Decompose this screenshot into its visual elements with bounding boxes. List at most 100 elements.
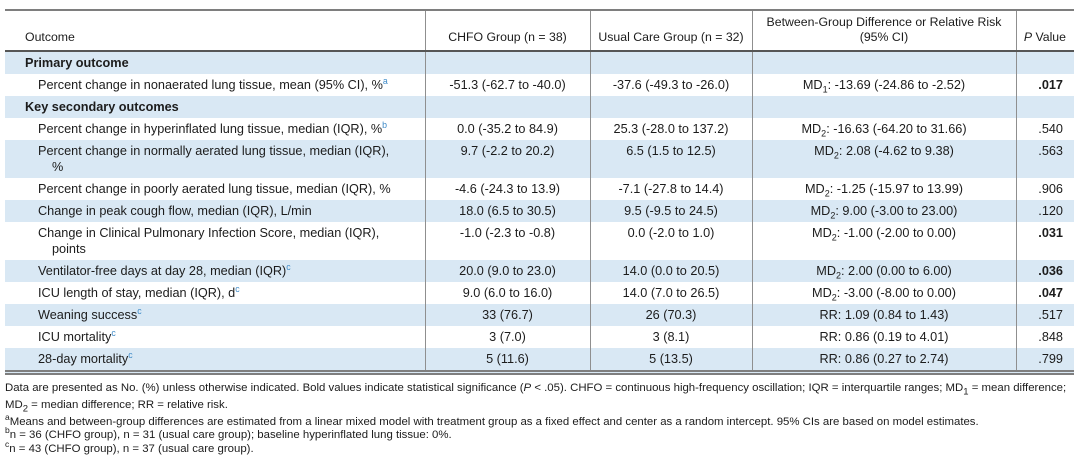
p-value-label: Value [1032, 29, 1066, 44]
table-header: Outcome CHFO Group (n = 38) Usual Care G… [5, 10, 1074, 52]
outcome-label: 28-day mortalityc [38, 350, 421, 367]
footnote-text: P [523, 382, 532, 394]
usual-care-cell: 9.5 (-9.5 to 24.5) [589, 200, 752, 222]
difference-stat-label: MD [804, 182, 825, 196]
p-value-cell: .517 [1015, 304, 1074, 326]
footnote-letter: c [5, 439, 10, 450]
outcome-cell: ICU length of stay, median (IQR), dc [5, 282, 425, 304]
footnote-marker: a [382, 75, 388, 86]
footnote-letter: b [5, 425, 10, 436]
difference-stat-label: MD [814, 144, 834, 158]
outcome-label: ICU length of stay, median (IQR), dc [38, 283, 421, 301]
chfo-cell: -4.6 (-24.3 to 13.9) [424, 178, 590, 200]
footnote-marker: c [235, 283, 240, 294]
difference-cell: MD2: -3.00 (-8.00 to 0.00) [751, 282, 1016, 304]
table-row: Percent change in normally aerated lung … [5, 140, 1074, 178]
outcome-label-text: Primary outcome [25, 56, 129, 70]
footnote-marker: c [286, 261, 291, 272]
column-header-between-group-difference: Between-Group Difference or Relative Ris… [751, 10, 1016, 52]
p-italic: P [1023, 29, 1033, 44]
p-value-cell: .540 [1015, 118, 1074, 140]
footnote-marker: c [137, 305, 142, 316]
difference-stat-label: RR [819, 330, 838, 344]
outcome-cell: Weaning successc [5, 304, 425, 326]
outcome-label-text: Ventilator-free days at day 28, median (… [38, 264, 287, 278]
p-value-cell: .047 [1015, 282, 1074, 304]
table-row: Ventilator-free days at day 28, median (… [5, 260, 1074, 282]
outcome-cell: 28-day mortalityc [5, 348, 425, 373]
table-row: Percent change in nonaerated lung tissue… [5, 74, 1074, 96]
chfo-cell: 9.7 (-2.2 to 20.2) [424, 140, 590, 178]
p-value-cell [1015, 96, 1074, 118]
diff-header-line2: (95% CI) [859, 29, 909, 44]
chfo-cell: -1.0 (-2.3 to -0.8) [424, 222, 590, 260]
table-row: Change in peak cough flow, median (IQR),… [5, 200, 1074, 222]
usual-care-cell: 14.0 (7.0 to 26.5) [589, 282, 752, 304]
outcome-cell: ICU mortalityc [5, 326, 425, 348]
difference-stat-label: MD [802, 78, 823, 92]
usual-care-cell: 6.5 (1.5 to 12.5) [589, 140, 752, 178]
table-row: Percent change in poorly aerated lung ti… [5, 178, 1074, 200]
usual-care-cell: 3 (8.1) [589, 326, 752, 348]
footnote-marker: b [382, 119, 388, 130]
difference-stat-label: MD [812, 226, 832, 240]
outcome-cell: Percent change in normally aerated lung … [5, 140, 425, 178]
outcome-cell: Percent change in nonaerated lung tissue… [5, 74, 425, 96]
footnote-text: n = 43 (CHFO group), n = 37 (usual care … [9, 442, 254, 455]
outcome-label: Change in Clinical Pulmonary Infection S… [38, 225, 421, 241]
outcome-cell: Change in Clinical Pulmonary Infection S… [5, 222, 425, 260]
outcome-cell: Primary outcome [5, 51, 425, 74]
difference-cell: RR: 0.86 (0.19 to 4.01) [751, 326, 1016, 348]
footnote: bn = 36 (CHFO group), n = 31 (usual care… [5, 425, 1074, 443]
difference-value: : -16.63 (-64.20 to 31.66) [826, 122, 967, 136]
outcome-label-text: 28-day mortality [38, 352, 129, 366]
difference-cell: MD1: -13.69 (-24.86 to -2.52) [751, 74, 1016, 96]
difference-cell [751, 51, 1016, 74]
footnote-text: Means and between-group differences are … [9, 415, 979, 428]
outcome-label: ICU mortalityc [38, 328, 421, 345]
difference-stat-label: MD [810, 204, 831, 218]
usual-care-cell [589, 51, 752, 74]
difference-stat-label: RR [819, 308, 838, 322]
difference-stat-subscript: 1 [822, 84, 828, 95]
chfo-cell: 3 (7.0) [424, 326, 590, 348]
difference-cell: MD2: 2.00 (0.00 to 6.00) [751, 260, 1016, 282]
difference-value: : 0.86 (0.19 to 4.01) [837, 330, 949, 344]
table-row: ICU mortalityc 3 (7.0) 3 (8.1) RR: 0.86 (0.… [5, 326, 1074, 348]
outcome-label-text: Percent change in poorly aerated lung ti… [38, 182, 391, 196]
difference-cell: MD2: 9.00 (-3.00 to 23.00) [751, 200, 1016, 222]
difference-cell: MD2: -16.63 (-64.20 to 31.66) [751, 118, 1016, 140]
chfo-cell: 33 (76.7) [424, 304, 590, 326]
outcome-label-text: Percent change in normally aerated lung … [38, 144, 390, 158]
footnote: aMeans and between-group differences are… [5, 413, 1074, 430]
usual-care-cell [589, 96, 752, 118]
diff-header-line1: Between-Group Difference or Relative Ris… [766, 15, 1002, 29]
difference-cell: MD2: 2.08 (-4.62 to 9.38) [751, 140, 1016, 178]
difference-cell: MD2: -1.00 (-2.00 to 0.00) [751, 222, 1016, 260]
outcomes-table: Outcome CHFO Group (n = 38) Usual Care G… [5, 9, 1074, 375]
outcome-label: Percent change in poorly aerated lung ti… [38, 181, 421, 197]
p-value-cell: .031 [1015, 222, 1074, 260]
footnote-text: 1 [963, 386, 969, 398]
footnote-text: 2 [22, 403, 29, 415]
chfo-cell: 0.0 (-35.2 to 84.9) [424, 118, 590, 140]
table-row: Key secondary outcomes [5, 96, 1074, 118]
difference-value: : 2.00 (0.00 to 6.00) [841, 264, 952, 278]
p-value-cell: .017 [1015, 74, 1074, 96]
footnote: Data are presented as No. (%) unless oth… [5, 382, 1074, 416]
table-row: Primary outcome [5, 51, 1074, 74]
table-body: Primary outcome Percent change in nonaera… [5, 51, 1074, 373]
footnote-text: = mean difference; MD [5, 382, 1067, 411]
difference-stat-subscript: 2 [831, 292, 837, 303]
outcome-cell: Ventilator-free days at day 28, median (… [5, 260, 425, 282]
table-row: Change in Clinical Pulmonary Infection S… [5, 222, 1074, 260]
outcome-cell: Percent change in hyperinflated lung tis… [5, 118, 425, 140]
p-value-cell [1015, 51, 1074, 74]
outcome-label: Change in peak cough flow, median (IQR),… [38, 203, 421, 219]
chfo-cell: 9.0 (6.0 to 16.0) [424, 282, 590, 304]
footnote-text: Data are presented as No. (%) unless oth… [5, 382, 524, 394]
column-header-chfo-group: CHFO Group (n = 38) [424, 10, 590, 52]
difference-cell: RR: 0.86 (0.27 to 2.74) [751, 348, 1016, 373]
p-value-cell: .036 [1015, 260, 1074, 282]
difference-stat-subscript: 2 [835, 270, 841, 281]
